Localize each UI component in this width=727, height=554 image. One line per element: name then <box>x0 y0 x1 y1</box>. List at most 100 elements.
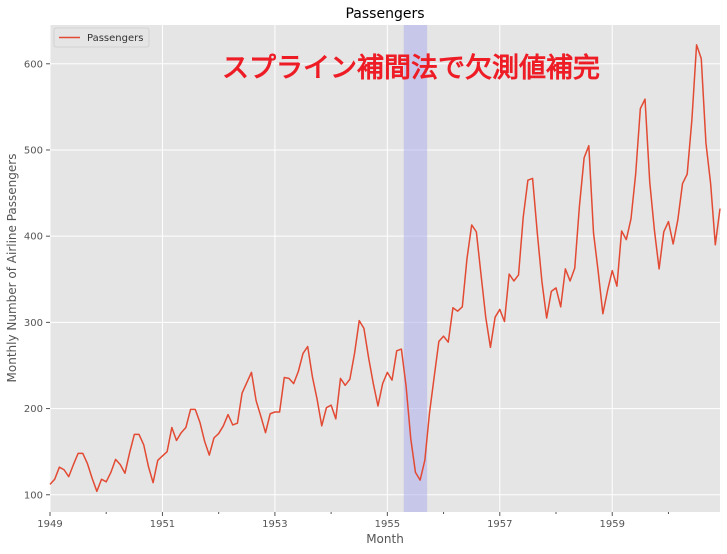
data-point <box>218 433 220 435</box>
data-point <box>147 465 149 467</box>
x-tick-label: 1955 <box>375 519 400 530</box>
data-point <box>419 479 421 481</box>
data-point <box>578 205 580 207</box>
data-point <box>260 415 262 417</box>
data-point <box>129 452 131 454</box>
data-point <box>611 270 613 272</box>
data-point <box>508 273 510 275</box>
legend: Passengers <box>53 27 150 48</box>
data-point <box>185 427 187 429</box>
data-point <box>536 232 538 234</box>
data-point <box>204 440 206 442</box>
annotation-text: スプライン補間法で欠測値補完 <box>222 52 600 84</box>
data-point <box>124 472 126 474</box>
data-point <box>433 376 435 378</box>
data-point <box>68 476 70 478</box>
data-point <box>339 377 341 379</box>
data-point <box>696 44 698 46</box>
y-tick-label: 400 <box>24 232 43 243</box>
data-point <box>499 308 501 310</box>
data-point <box>719 208 721 210</box>
y-tick-label: 600 <box>24 59 43 70</box>
data-point <box>653 229 655 231</box>
data-point <box>363 327 365 329</box>
data-point <box>560 306 562 308</box>
data-point <box>583 157 585 159</box>
data-point <box>246 382 248 384</box>
legend-label-passengers: Passengers <box>87 33 143 44</box>
data-point <box>663 231 665 233</box>
data-point <box>396 350 398 352</box>
x-axis-ticks: 1949 1951 1953 1955 1957 1959 <box>37 512 669 530</box>
data-point <box>190 408 192 410</box>
data-point <box>635 173 637 175</box>
data-point <box>691 119 693 121</box>
data-point <box>597 271 599 273</box>
data-point <box>307 346 309 348</box>
data-point <box>429 412 431 414</box>
data-point <box>157 459 159 461</box>
data-point <box>630 218 632 220</box>
data-point <box>410 438 412 440</box>
grid-lines <box>49 25 720 512</box>
data-point <box>377 405 379 407</box>
data-point <box>180 432 182 434</box>
data-point <box>63 469 65 471</box>
data-point <box>443 335 445 337</box>
data-point <box>82 452 84 454</box>
x-axis-label: Month <box>366 532 404 546</box>
y-tick-label: 100 <box>24 490 43 501</box>
data-point <box>518 274 520 276</box>
data-point <box>325 407 327 409</box>
data-point <box>283 377 285 379</box>
data-point <box>241 392 243 394</box>
chart-title: Passengers <box>345 6 424 22</box>
data-point <box>677 219 679 221</box>
x-tick-label: 1951 <box>150 519 175 530</box>
y-tick-label: 500 <box>24 145 43 156</box>
data-point <box>293 383 295 385</box>
data-point <box>138 433 140 435</box>
y-tick-label: 300 <box>24 318 43 329</box>
data-point <box>86 463 88 465</box>
data-point <box>222 425 224 427</box>
data-point <box>522 216 524 218</box>
data-point <box>714 244 716 246</box>
data-point <box>49 483 51 485</box>
data-point <box>321 425 323 427</box>
data-point <box>265 432 267 434</box>
data-point <box>386 371 388 373</box>
data-point <box>593 232 595 234</box>
data-point <box>550 290 552 292</box>
data-point <box>602 313 604 315</box>
data-point <box>513 280 515 282</box>
data-point <box>349 378 351 380</box>
series-line-passengers <box>49 44 721 493</box>
data-point <box>475 231 477 233</box>
data-point <box>461 306 463 308</box>
data-point <box>682 183 684 185</box>
data-point <box>176 439 178 441</box>
data-point <box>710 183 712 185</box>
data-point <box>466 258 468 260</box>
data-point <box>274 411 276 413</box>
data-point <box>255 400 257 402</box>
data-point <box>700 58 702 60</box>
data-point <box>494 316 496 318</box>
data-point <box>115 458 117 460</box>
data-point <box>649 181 651 183</box>
y-axis-ticks: 100 200 300 400 500 600 <box>24 59 50 501</box>
data-point <box>316 398 318 400</box>
data-point <box>405 385 407 387</box>
data-point <box>546 317 548 319</box>
data-point <box>302 352 304 354</box>
data-point <box>391 379 393 381</box>
data-point <box>644 98 646 100</box>
data-point <box>400 348 402 350</box>
data-point <box>438 340 440 342</box>
data-point <box>372 383 374 385</box>
data-point <box>166 451 168 453</box>
data-point <box>588 145 590 147</box>
data-point <box>110 471 112 473</box>
